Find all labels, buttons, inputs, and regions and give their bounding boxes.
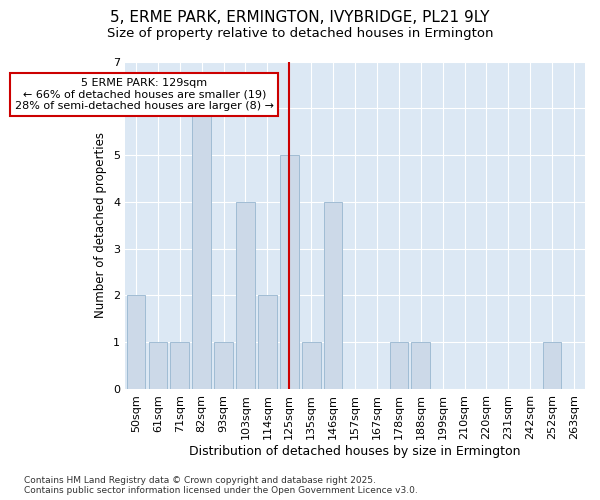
Bar	[236, 202, 255, 389]
Bar	[302, 342, 320, 389]
Bar	[280, 155, 299, 389]
Bar	[193, 108, 211, 389]
Text: 5, ERME PARK, ERMINGTON, IVYBRIDGE, PL21 9LY: 5, ERME PARK, ERMINGTON, IVYBRIDGE, PL21…	[110, 10, 490, 25]
Y-axis label: Number of detached properties: Number of detached properties	[94, 132, 107, 318]
Text: Contains HM Land Registry data © Crown copyright and database right 2025.
Contai: Contains HM Land Registry data © Crown c…	[24, 476, 418, 495]
Bar	[170, 342, 189, 389]
Bar	[389, 342, 408, 389]
X-axis label: Distribution of detached houses by size in Ermington: Distribution of detached houses by size …	[189, 444, 521, 458]
Bar	[324, 202, 343, 389]
Bar	[412, 342, 430, 389]
Bar	[214, 342, 233, 389]
Bar	[543, 342, 562, 389]
Bar	[258, 296, 277, 389]
Bar	[149, 342, 167, 389]
Text: 5 ERME PARK: 129sqm
← 66% of detached houses are smaller (19)
28% of semi-detach: 5 ERME PARK: 129sqm ← 66% of detached ho…	[15, 78, 274, 111]
Text: Size of property relative to detached houses in Ermington: Size of property relative to detached ho…	[107, 28, 493, 40]
Bar	[127, 296, 145, 389]
